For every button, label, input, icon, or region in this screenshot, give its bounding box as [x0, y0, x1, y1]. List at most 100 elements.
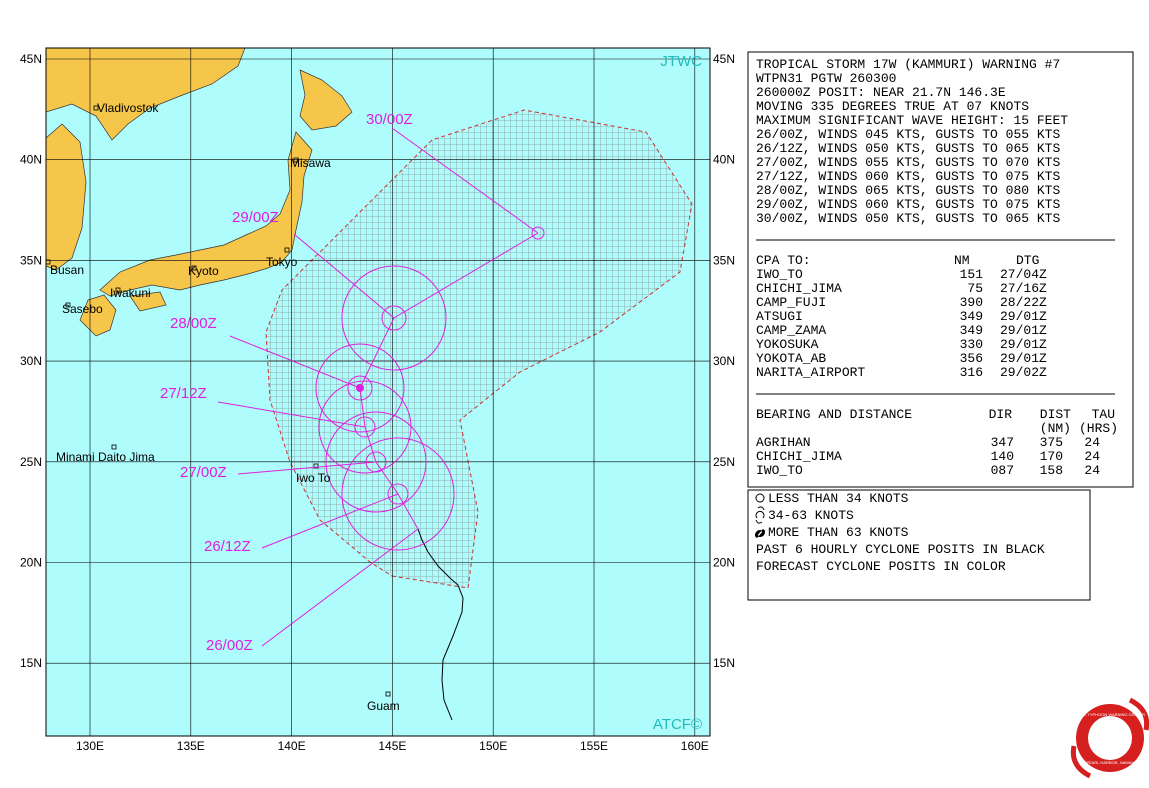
radius	[341, 265, 447, 371]
lat-label: 45N	[20, 52, 42, 66]
leader	[293, 233, 395, 319]
map: Vladivostok Misawa Busan Kyoto Tokyo Iwakuni S…	[20, 47, 735, 753]
warning-line: 26/12Z, WINDS 050 KTS, GUSTS TO 065 KTS	[756, 141, 1060, 156]
warning-line: 28/00Z, WINDS 065 KTS, GUSTS TO 080 KTS	[756, 183, 1060, 198]
legend-line: 34-63 KNOTS	[768, 508, 854, 523]
place-marker	[284, 247, 290, 253]
warning-line: 30/00Z, WINDS 050 KTS, GUSTS TO 065 KTS	[756, 211, 1060, 226]
bearing-subheader: (HRS)	[1079, 421, 1118, 436]
radius	[347, 375, 373, 401]
cpa-nm: 356	[960, 351, 983, 366]
warning-line: MAXIMUM SIGNIFICANT WAVE HEIGHT: 15 FEET	[756, 113, 1068, 128]
legend-line: PAST 6 HOURLY CYCLONE POSITS IN BLACK	[756, 542, 1045, 557]
place-marker	[111, 444, 117, 450]
lon-label: 155E	[580, 739, 608, 753]
source-top: JTWC	[660, 53, 702, 70]
legend: LESS THAN 34 KNOTS 34-63 KNOTS MORE THAN 6…	[755, 491, 1045, 574]
legend-line: LESS THAN 34 KNOTS	[768, 491, 909, 506]
warning-line: 26/00Z, WINDS 045 KTS, GUSTS TO 055 KTS	[756, 127, 1060, 142]
radius	[318, 380, 412, 474]
lat-label: 20N	[713, 556, 735, 570]
warning-line: 260000Z POSIT: NEAR 21.7N 146.3E	[756, 85, 1006, 100]
legend-box	[747, 489, 1091, 601]
cpa-name: CAMP_ZAMA	[756, 323, 826, 338]
warning-line: MOVING 335 DEGREES TRUE AT 07 KNOTS	[756, 99, 1029, 114]
forecast-label: 27/00Z	[180, 464, 227, 481]
place-marker	[313, 463, 319, 469]
danger-area	[265, 109, 693, 589]
bearing-header: BEARING AND DISTANCE	[756, 407, 912, 422]
lat-label: 20N	[20, 556, 42, 570]
bearing-cell: 170	[1040, 449, 1063, 464]
warning-line: 27/12Z, WINDS 060 KTS, GUSTS TO 075 KTS	[756, 169, 1060, 184]
cpa-dtg: 27/04Z	[1000, 267, 1047, 282]
place-label: Vladivostok	[97, 101, 159, 115]
cpa-dtg: 29/02Z	[1000, 365, 1047, 380]
cpa-nm: 330	[960, 337, 983, 352]
legend-line: MORE THAN 63 KNOTS	[768, 525, 909, 540]
leader	[261, 493, 399, 549]
lat-label: 35N	[713, 253, 735, 267]
place-marker	[65, 302, 71, 308]
radius	[325, 411, 427, 513]
korea	[46, 123, 87, 271]
cpa-header: DTG	[1016, 253, 1039, 268]
radius	[315, 343, 405, 433]
graticule	[46, 48, 710, 736]
radius	[354, 416, 376, 438]
leader	[391, 127, 539, 234]
place-marker	[191, 265, 197, 271]
radius	[341, 437, 455, 551]
track	[315, 226, 545, 721]
danger-outline	[265, 109, 693, 589]
bearing-cell: 375	[1040, 435, 1063, 450]
land	[46, 48, 353, 337]
forecast-labels: 30/00Z 29/00Z 28/00Z 27/12Z 27/00Z 26/12Z 26/0…	[160, 111, 539, 654]
lat-label: 30N	[713, 354, 735, 368]
cpa-dtg: 29/01Z	[1000, 337, 1047, 352]
bearing-header: DIR	[989, 407, 1013, 422]
cpa-nm: 349	[960, 323, 983, 338]
lon-label: 160E	[681, 739, 709, 753]
cpa-name: ATSUGI	[756, 309, 803, 324]
logo: JOINT TYPHOON WARNING CENTER PEARL HARBO…	[1070, 697, 1149, 779]
warning-text: TROPICAL STORM 17W (KAMMURI) WARNING #7W…	[756, 57, 1118, 478]
lon-label: 130E	[76, 739, 104, 753]
symbol-ts	[755, 506, 765, 524]
cpa-nm: 316	[960, 365, 983, 380]
place-label: Kyoto	[188, 264, 219, 278]
place-label: Misawa	[290, 156, 331, 170]
bearing-cell: 24	[1084, 435, 1100, 450]
source-bottom: ATCF©	[653, 716, 702, 733]
forecast-label: 27/12Z	[160, 385, 207, 402]
wind-radii	[315, 226, 545, 551]
forecast-label: 26/12Z	[204, 538, 251, 555]
logo-inner	[1088, 716, 1132, 760]
lat-label: 25N	[713, 455, 735, 469]
cpa-nm: 349	[960, 309, 983, 324]
cpa-header: NM	[954, 253, 970, 268]
symbol-ty	[755, 528, 765, 539]
forecast-label: 28/00Z	[170, 315, 217, 332]
lat-label: 40N	[20, 153, 42, 167]
lon-label: 150E	[479, 739, 507, 753]
cpa-dtg: 29/01Z	[1000, 309, 1047, 324]
cpa-name: NARITA_AIRPORT	[756, 365, 865, 380]
cpa-name: YOKOSUKA	[756, 337, 819, 352]
cpa-name: IWO_TO	[756, 267, 803, 282]
cpa-name: CAMP_FUJI	[756, 295, 826, 310]
honshu	[99, 131, 313, 297]
cpa-dtg: 29/01Z	[1000, 351, 1047, 366]
map-frame	[45, 47, 711, 737]
radius	[381, 305, 407, 331]
place-label: Minami Daito Jima	[56, 450, 155, 464]
past-track	[417, 528, 464, 721]
leader	[237, 461, 377, 475]
places: Vladivostok Misawa Busan Kyoto Tokyo Iwakuni S…	[45, 101, 400, 713]
shikoku	[129, 291, 167, 312]
place-label: Guam	[367, 699, 400, 713]
warning-line: 29/00Z, WINDS 060 KTS, GUSTS TO 075 KTS	[756, 197, 1060, 212]
leader	[217, 401, 366, 428]
bearing-header: DIST	[1040, 407, 1071, 422]
